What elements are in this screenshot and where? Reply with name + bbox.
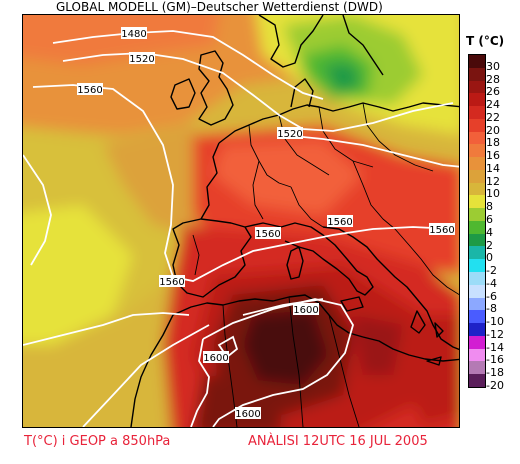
legend-label: 12 — [486, 174, 500, 188]
legend-label: 18 — [486, 136, 500, 150]
legend-label: -12 — [486, 327, 504, 341]
contour-label: 1520 — [129, 52, 155, 65]
svg-text:1560: 1560 — [77, 85, 102, 96]
legend-swatch — [469, 157, 485, 170]
temperature-map: 1480 1520 1560 1520 1560 1560 — [22, 14, 460, 428]
legend-swatch — [469, 169, 485, 183]
svg-text:1520: 1520 — [277, 129, 302, 140]
legend-swatch — [469, 195, 485, 209]
temperature-field — [23, 15, 459, 427]
legend-swatch — [469, 80, 485, 94]
legend-color-bar — [468, 54, 486, 388]
svg-text:1600: 1600 — [293, 305, 318, 316]
legend-label: -18 — [486, 366, 504, 380]
legend-swatch — [469, 310, 485, 324]
legend-label: -16 — [486, 353, 504, 367]
legend-labels: 30 28 26 24 22 20 18 16 14 12 10 8 6 4 2 0 -2 -4 -6 -8 -10 -1… — [486, 54, 520, 391]
contour-label: 1560 — [77, 83, 103, 96]
legend-label: 16 — [486, 149, 500, 163]
legend-swatch — [469, 106, 485, 119]
svg-text:1560: 1560 — [159, 277, 184, 288]
legend-swatch — [469, 118, 485, 132]
legend-label: -2 — [486, 264, 497, 278]
legend-label: -4 — [486, 276, 497, 290]
legend-swatch — [469, 374, 485, 387]
legend-label: 20 — [486, 123, 500, 137]
legend-swatch — [469, 259, 485, 273]
legend-label: -10 — [486, 315, 504, 329]
contour-label: 1560 — [327, 215, 353, 228]
analysis-time: ANÀLISI 12UTC 16 JUL 2005 — [248, 434, 428, 449]
legend-label: 14 — [486, 161, 500, 175]
legend-swatch — [469, 297, 485, 311]
legend-label: -8 — [486, 302, 497, 316]
legend-swatch — [469, 144, 485, 158]
legend-label: 0 — [486, 251, 493, 265]
legend-swatch — [469, 272, 485, 285]
svg-text:1520: 1520 — [129, 54, 154, 65]
legend-label: 10 — [486, 187, 500, 201]
contour-labels: 1480 1520 1560 1520 1560 1560 — [77, 27, 455, 420]
svg-text:1600: 1600 — [235, 409, 260, 420]
legend-swatch — [469, 220, 485, 234]
legend-label: 22 — [486, 110, 500, 124]
contour-label: 1600 — [293, 303, 319, 316]
legend-label: 2 — [486, 238, 493, 252]
legend-swatch — [469, 335, 485, 349]
coastlines — [130, 15, 459, 427]
contour-label: 1560 — [255, 227, 281, 240]
legend-swatch — [469, 284, 485, 298]
legend-swatch — [469, 208, 485, 221]
legend-label: 6 — [486, 213, 493, 226]
legend-label: 4 — [486, 225, 493, 239]
legend-label: 28 — [486, 72, 500, 86]
legend-swatch — [469, 361, 485, 375]
legend-label: 8 — [486, 200, 493, 214]
legend-swatch — [469, 55, 485, 68]
legend-swatch — [469, 348, 485, 362]
map-title: GLOBAL MODELL (GM)–Deutscher Wetterdiens… — [56, 0, 383, 14]
legend-swatch — [469, 131, 485, 145]
svg-text:1560: 1560 — [255, 229, 280, 240]
legend-label: 24 — [486, 98, 500, 112]
legend-label: 26 — [486, 85, 500, 99]
map-canvas: 1480 1520 1560 1520 1560 1560 — [23, 15, 459, 427]
contour-label: 1560 — [159, 275, 185, 288]
contour-label: 1600 — [235, 407, 261, 420]
legend-title: T (°C) — [466, 34, 505, 48]
legend-label: -20 — [486, 379, 504, 392]
svg-text:1560: 1560 — [429, 225, 454, 236]
contour-label: 1600 — [203, 351, 229, 364]
contour-label: 1480 — [121, 27, 147, 40]
svg-text:1560: 1560 — [327, 217, 352, 228]
legend-swatch — [469, 93, 485, 107]
legend-swatch — [469, 67, 485, 81]
legend-swatch — [469, 182, 485, 196]
legend-label: -14 — [486, 340, 504, 354]
legend-swatch — [469, 233, 485, 247]
contour-label: 1520 — [277, 127, 303, 140]
field-description: T(°C) i GEOP a 850hPa — [24, 434, 171, 449]
contour-label: 1560 — [429, 223, 455, 236]
legend-swatch — [469, 246, 485, 260]
legend-label: -6 — [486, 289, 497, 303]
svg-text:1600: 1600 — [203, 353, 228, 364]
legend-swatch — [469, 323, 485, 336]
legend-label: 30 — [486, 59, 500, 73]
svg-text:1480: 1480 — [121, 29, 146, 40]
